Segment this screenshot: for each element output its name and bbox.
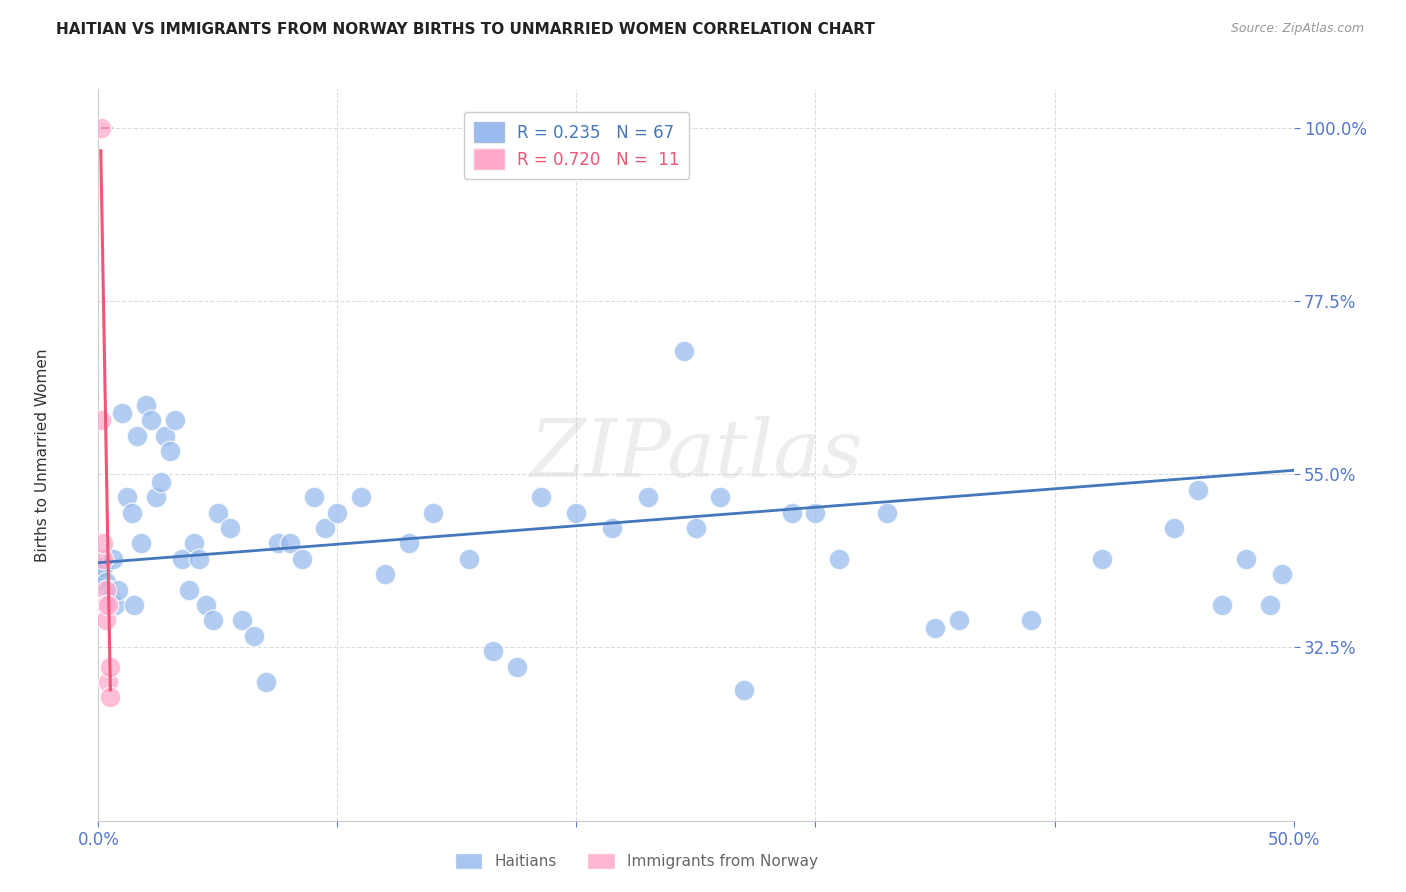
Haitians (422, 506, 444, 520)
Haitians (458, 552, 481, 566)
Text: ZIPatlas: ZIPatlas (529, 417, 863, 493)
Haitians (804, 506, 827, 520)
Haitians (94, 574, 117, 589)
Haitians (1019, 614, 1042, 628)
Haitians (121, 506, 143, 520)
Haitians (219, 521, 242, 535)
Immigrants from Norway (94, 614, 117, 628)
Haitians (131, 536, 153, 550)
Haitians (302, 490, 325, 504)
Haitians (207, 506, 229, 520)
Haitians (709, 490, 731, 504)
Haitians (254, 675, 277, 690)
Haitians (600, 521, 623, 535)
Haitians (876, 506, 898, 520)
Haitians (91, 559, 114, 574)
Haitians (326, 506, 349, 520)
Haitians (202, 614, 225, 628)
Haitians (1258, 598, 1281, 612)
Haitians (1271, 567, 1294, 582)
Haitians (948, 614, 970, 628)
Haitians (111, 406, 134, 420)
Haitians (529, 490, 551, 504)
Haitians (1211, 598, 1233, 612)
Haitians (172, 552, 194, 566)
Haitians (565, 506, 588, 520)
Immigrants from Norway (98, 690, 122, 705)
Haitians (149, 475, 172, 489)
Haitians (231, 614, 253, 628)
Immigrants from Norway (98, 659, 122, 673)
Immigrants from Norway (94, 582, 117, 597)
Haitians (506, 659, 529, 673)
Haitians (685, 521, 707, 535)
Haitians (278, 536, 301, 550)
Haitians (90, 567, 112, 582)
Haitians (780, 506, 803, 520)
Immigrants from Norway (94, 598, 117, 612)
Haitians (155, 428, 177, 442)
Text: Source: ZipAtlas.com: Source: ZipAtlas.com (1230, 22, 1364, 36)
Haitians (243, 629, 266, 643)
Haitians (101, 552, 124, 566)
Haitians (1234, 552, 1257, 566)
Haitians (733, 682, 755, 697)
Haitians (924, 621, 946, 635)
Legend: Haitians, Immigrants from Norway: Haitians, Immigrants from Norway (449, 847, 824, 875)
Haitians (374, 567, 396, 582)
Y-axis label: Births to Unmarried Women: Births to Unmarried Women (35, 348, 49, 562)
Haitians (828, 552, 851, 566)
Immigrants from Norway (91, 536, 114, 550)
Haitians (673, 343, 696, 358)
Haitians (163, 413, 186, 427)
Haitians (107, 582, 129, 597)
Haitians (97, 582, 120, 597)
Immigrants from Norway (90, 413, 112, 427)
Haitians (98, 591, 122, 605)
Haitians (637, 490, 659, 504)
Haitians (104, 598, 127, 612)
Haitians (1091, 552, 1114, 566)
Immigrants from Norway (90, 120, 112, 135)
Haitians (290, 552, 312, 566)
Haitians (194, 598, 217, 612)
Haitians (115, 490, 138, 504)
Haitians (350, 490, 373, 504)
Haitians (398, 536, 420, 550)
Text: HAITIAN VS IMMIGRANTS FROM NORWAY BIRTHS TO UNMARRIED WOMEN CORRELATION CHART: HAITIAN VS IMMIGRANTS FROM NORWAY BIRTHS… (56, 22, 875, 37)
Haitians (481, 644, 505, 658)
Immigrants from Norway (91, 552, 114, 566)
Haitians (1187, 483, 1209, 497)
Haitians (183, 536, 205, 550)
Haitians (145, 490, 167, 504)
Haitians (125, 428, 148, 442)
Haitians (267, 536, 290, 550)
Haitians (179, 582, 201, 597)
Haitians (124, 598, 146, 612)
Haitians (159, 444, 181, 458)
Haitians (135, 398, 157, 412)
Haitians (187, 552, 209, 566)
Immigrants from Norway (97, 675, 120, 690)
Haitians (1163, 521, 1185, 535)
Immigrants from Norway (97, 598, 120, 612)
Haitians (315, 521, 337, 535)
Haitians (139, 413, 162, 427)
